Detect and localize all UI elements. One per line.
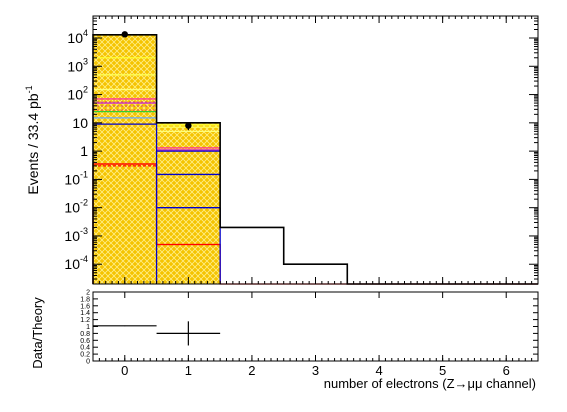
ratio-y-tick-label: 1 (86, 324, 90, 331)
y-tick-label-exponent: 2 (83, 85, 88, 95)
main-y-axis-label-text: Events / 33.4 pb (25, 93, 41, 194)
y-tick-label-base: 1 (80, 143, 88, 159)
main-y-axis-label: Events / 33.4 pb-1 (24, 85, 41, 194)
y-tick-label: 10-3 (64, 226, 88, 244)
ratio-plot-frame (92, 291, 539, 362)
y-tick-label-base: 10 (64, 200, 80, 216)
data-points-layer (121, 31, 192, 131)
ratio-axis-ticks (92, 291, 539, 362)
x-axis-label-text: number of electrons (Z (324, 376, 455, 391)
ratio-y-tick-label: 1.8 (80, 296, 90, 303)
y-tick-label: 10-1 (64, 169, 88, 187)
ratio-y-tick-label: 1.6 (80, 303, 90, 310)
x-tick-label: 6 (503, 363, 510, 378)
ratio-y-axis-label: Data/Theory (30, 297, 45, 369)
y-tick-label-base: 10 (64, 171, 80, 187)
main-axis-ticks (92, 15, 539, 285)
y-tick-label-exponent: 4 (83, 28, 88, 38)
y-tick-label: 104 (67, 28, 88, 46)
ratio-y-tick-label: 0.6 (80, 338, 90, 345)
x-tick-label: 2 (248, 363, 255, 378)
y-tick-label: 1 (80, 143, 88, 159)
x-tick-label: 3 (312, 363, 319, 378)
y-tick-label-base: 10 (67, 87, 83, 103)
y-tick-label-base: 10 (67, 30, 83, 46)
y-tick-label: 10-2 (64, 198, 88, 216)
ratio-y-tick-label: 1.2 (80, 317, 90, 324)
x-tick-label: 5 (439, 363, 446, 378)
ratio-y-tick-label: 0 (86, 359, 90, 366)
x-axis-label-tail: μμ channel) (468, 376, 536, 391)
y-tick-label-base: 10 (72, 115, 88, 131)
x-tick-label: 0 (121, 363, 128, 378)
x-tick-labels: 0 1 2 3 4 5 6 (121, 363, 510, 378)
ratio-y-tick-label: 0.8 (80, 331, 90, 338)
data-point (121, 31, 128, 38)
y-tick-label-base: 10 (67, 58, 83, 74)
y-tick-label-exponent: -2 (80, 198, 88, 208)
y-tick-label-exponent: -1 (80, 169, 88, 179)
ratio-y-tick-label: 1.4 (80, 310, 90, 317)
x-tick-label: 4 (375, 363, 382, 378)
y-tick-label: 10-4 (64, 254, 88, 272)
ratio-y-tick-labels: 00.20.40.60.811.21.41.61.82 (80, 290, 90, 366)
ratio-points-layer (93, 321, 221, 346)
y-tick-label-exponent: -3 (80, 226, 88, 236)
y-tick-label: 10 (72, 115, 88, 131)
y-tick-label: 103 (67, 56, 88, 74)
data-point (185, 122, 192, 129)
ratio-y-tick-label: 0.2 (80, 352, 90, 359)
x-tick-label: 1 (185, 363, 192, 378)
y-tick-label-exponent: 3 (83, 56, 88, 66)
x-axis-label: number of electrons (Z→μμ channel) (324, 376, 536, 391)
stack-fill-bar (156, 122, 221, 284)
x-axis-label-arrow: → (455, 376, 468, 391)
dotted-component-band (93, 98, 157, 112)
ratio-y-tick-label: 2 (86, 290, 90, 297)
y-tick-label-base: 10 (64, 228, 80, 244)
y-tick-label-exponent: -4 (80, 254, 88, 264)
main-y-axis-label-superscript: -1 (24, 85, 34, 93)
y-tick-label: 102 (67, 85, 88, 103)
ratio-y-tick-label: 0.4 (80, 345, 90, 352)
stack-fill-bar (93, 34, 157, 284)
y-tick-label-base: 10 (64, 256, 80, 272)
